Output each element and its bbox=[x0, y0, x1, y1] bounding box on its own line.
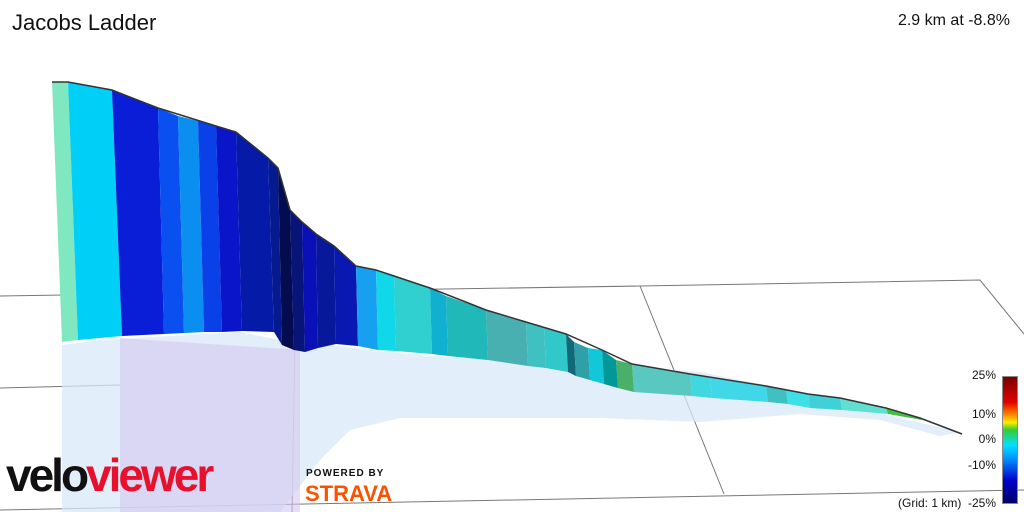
logo-part-velo: velo bbox=[6, 449, 89, 501]
legend-label-10: 10% bbox=[971, 407, 996, 421]
profile-wall bbox=[52, 82, 922, 420]
profile-reflection-tint bbox=[120, 338, 300, 512]
gradient-legend-bar bbox=[1002, 376, 1018, 504]
profile-ridge bbox=[52, 81, 963, 435]
legend-label-0: 0% bbox=[978, 432, 996, 446]
segment-title: Jacobs Ladder bbox=[12, 10, 157, 35]
legend-label-max: 25% bbox=[971, 368, 996, 382]
strava-logo[interactable]: STRAVA bbox=[305, 481, 393, 506]
grid-note: (Grid: 1 km) bbox=[898, 496, 962, 510]
segment-summary: 2.9 km at -8.8% bbox=[897, 12, 1010, 29]
veloviewer-logo[interactable]: veloviewer bbox=[6, 449, 214, 501]
powered-by-label: POWERED BY bbox=[306, 468, 385, 479]
legend-label-neg10: -10% bbox=[967, 458, 996, 472]
gradient-legend: 25% 10% 0% -10% -25% bbox=[960, 368, 1024, 510]
logo-part-viewer: viewer bbox=[86, 449, 214, 501]
legend-label-min: -25% bbox=[967, 496, 996, 510]
